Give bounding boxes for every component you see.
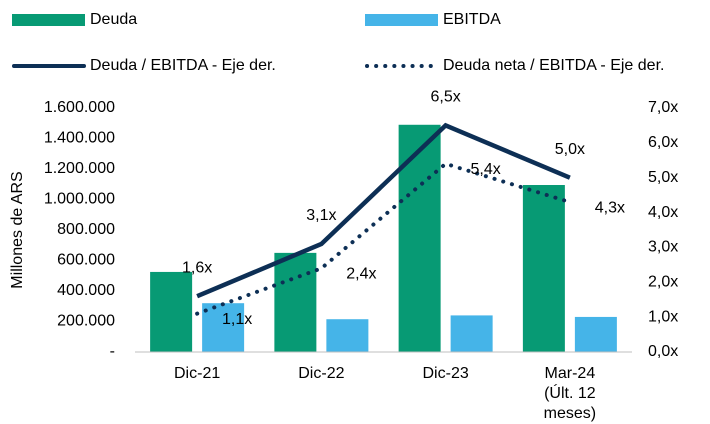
y2-tick-label: 3,0x xyxy=(648,239,678,256)
bar xyxy=(522,185,565,352)
x-tick-label: Mar-24 (Últ. 12 meses) xyxy=(544,365,596,422)
bar xyxy=(150,271,193,352)
y2-tick-label: 5,0x xyxy=(648,169,678,186)
y-tick-label: 600.000 xyxy=(57,252,115,269)
y2-tick-label: 4,0x xyxy=(648,204,678,221)
y2-tick-label: 1,0x xyxy=(648,308,678,325)
y-axis-label: Millones de ARS xyxy=(9,171,26,288)
y-tick-label: 1.200.000 xyxy=(44,160,115,177)
y2-tick-label: 0,0x xyxy=(648,343,678,360)
y-tick-label: 400.000 xyxy=(57,282,115,299)
y2-tick-label: 2,0x xyxy=(648,274,678,291)
bar xyxy=(274,252,317,352)
y-tick-label: - xyxy=(110,343,115,360)
data-label: 1,6x xyxy=(182,259,212,276)
y2-tick-label: 6,0x xyxy=(648,134,678,151)
legend-swatch xyxy=(12,14,85,26)
bar xyxy=(574,316,617,352)
line-series xyxy=(196,122,571,299)
x-tick-label: Dic-22 xyxy=(298,365,344,382)
bar xyxy=(202,303,245,352)
data-label: 6,5x xyxy=(431,89,461,106)
y-tick-label: 1.000.000 xyxy=(44,191,115,208)
x-tick-label: Dic-23 xyxy=(423,365,469,382)
legend-label: Deuda xyxy=(90,11,137,28)
data-label: 4,3x xyxy=(595,199,625,216)
data-label: 5,0x xyxy=(555,141,585,158)
bar xyxy=(326,319,369,352)
legend-label: Deuda neta / EBITDA - Eje der. xyxy=(443,57,664,74)
data-label: 2,4x xyxy=(346,266,376,283)
y2-tick-label: 7,0x xyxy=(648,99,678,116)
y-tick-label: 1.600.000 xyxy=(44,99,115,116)
legend-label: Deuda / EBITDA - Eje der. xyxy=(90,57,276,74)
bar xyxy=(398,124,441,353)
data-label: 5,4x xyxy=(471,161,501,178)
legend-swatch xyxy=(365,14,438,26)
y-tick-label: 800.000 xyxy=(57,221,115,238)
bar xyxy=(450,315,493,352)
y-tick-label: 200.000 xyxy=(57,313,115,330)
data-label: 3,1x xyxy=(306,207,336,224)
data-label: 1,1x xyxy=(222,311,252,328)
legend-label: EBITDA xyxy=(443,11,501,28)
y-tick-label: 1.400.000 xyxy=(44,130,115,147)
x-tick-label: Dic-21 xyxy=(174,365,220,382)
